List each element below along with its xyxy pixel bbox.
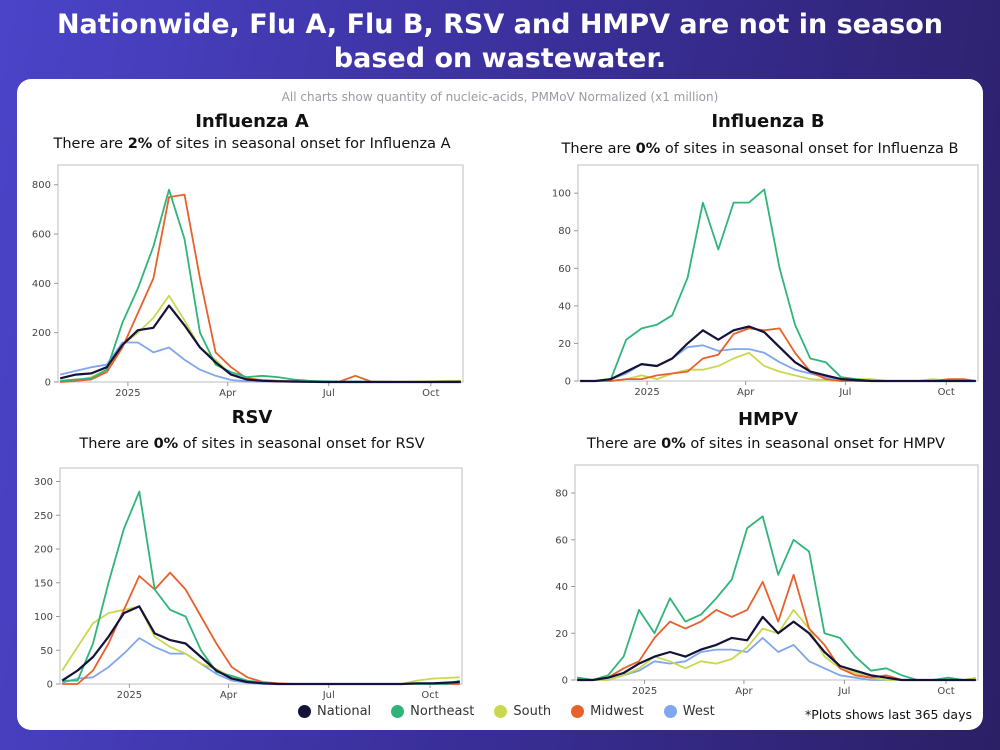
- x-tick-label: Jul: [837, 686, 850, 697]
- series-line-northeast: [60, 188, 461, 383]
- footnote: *Plots shows last 365 days: [805, 707, 972, 722]
- series-line-northeast: [580, 188, 976, 382]
- series-line-south: [580, 351, 976, 382]
- legend-dot: [571, 705, 585, 718]
- y-tick-label: 60: [555, 535, 568, 546]
- headline-line-1: Nationwide, Flu A, Flu B, RSV and HMPV a…: [56, 9, 944, 40]
- legend-label: Northeast: [410, 704, 475, 719]
- subtitle-pre: There are: [561, 141, 636, 157]
- x-tick-label: Oct: [421, 690, 438, 701]
- series-line-midwest: [62, 571, 460, 685]
- x-tick-label: 2025: [632, 686, 657, 697]
- onset-percent: 0%: [661, 436, 686, 452]
- x-tick-label: Oct: [938, 387, 955, 398]
- headline: Nationwide, Flu A, Flu B, RSV and HMPV a…: [0, 8, 1000, 76]
- onset-percent: 2%: [127, 136, 153, 152]
- chart-subtitle-flu-b: There are 0% of sites in seasonal onset …: [530, 141, 990, 157]
- x-tick-label: 2025: [634, 387, 659, 398]
- series-line-national: [59, 304, 461, 384]
- y-tick-label: 200: [34, 545, 53, 556]
- legend-label: West: [682, 704, 715, 719]
- series-line-national: [580, 325, 976, 383]
- headline-line-2: based on wastewater.: [333, 43, 667, 74]
- onset-percent: 0%: [153, 436, 179, 452]
- onset-percent: 0%: [635, 141, 661, 157]
- y-tick-label: 50: [40, 646, 53, 657]
- legend-dot: [298, 705, 311, 718]
- legend-dot: [494, 705, 508, 718]
- x-tick-label: Oct: [937, 686, 954, 697]
- series-line-midwest: [60, 193, 461, 383]
- legend-label: South: [513, 704, 552, 719]
- y-tick-label: 200: [32, 328, 51, 339]
- legend-label: Midwest: [590, 704, 644, 719]
- y-tick-label: 80: [558, 226, 571, 237]
- series-line-south: [577, 609, 976, 681]
- y-tick-label: 250: [34, 511, 53, 522]
- x-tick-label: Apr: [737, 387, 755, 398]
- subtitle-pre: There are: [79, 436, 154, 452]
- y-tick-label: 600: [32, 230, 51, 241]
- y-tick-label: 0: [562, 676, 568, 687]
- y-tick-label: 20: [555, 629, 568, 640]
- series-line-northeast: [577, 515, 976, 681]
- subtitle-post: of sites in seasonal onset for RSV: [178, 436, 425, 452]
- series-line-west: [61, 637, 460, 685]
- series-line-south: [60, 294, 461, 383]
- y-tick-label: 20: [558, 339, 571, 350]
- subtitle-post: of sites in seasonal onset for Influenza…: [660, 141, 959, 157]
- chart-title-rsv: RSV: [231, 407, 273, 428]
- y-tick-label: 0: [47, 680, 53, 691]
- y-tick-label: 0: [45, 378, 51, 389]
- chart-title-flu-a: Influenza A: [195, 111, 309, 132]
- series-line-national: [577, 615, 976, 682]
- x-tick-label: 2025: [115, 388, 140, 399]
- chart-subtitle-flu-a: There are 2% of sites in seasonal onset …: [22, 136, 482, 152]
- x-tick-label: Jul: [838, 387, 851, 398]
- x-tick-label: Apr: [220, 690, 238, 701]
- chart-subtitle-hmpv: There are 0% of sites in seasonal onset …: [536, 436, 996, 452]
- legend-item-national[interactable]: National: [298, 704, 371, 719]
- y-tick-label: 0: [565, 377, 571, 388]
- subtitle-pre: There are: [586, 436, 662, 452]
- y-tick-label: 800: [32, 180, 51, 191]
- plot-frame: [577, 164, 979, 382]
- y-tick-label: 400: [32, 279, 51, 290]
- y-tick-label: 40: [558, 301, 571, 312]
- y-tick-label: 100: [34, 612, 53, 623]
- plot-frame: [59, 467, 463, 685]
- x-tick-label: Apr: [219, 388, 237, 399]
- subtitle-post: of sites in seasonal onset for HMPV: [685, 436, 946, 452]
- x-tick-label: Jul: [322, 388, 335, 399]
- x-tick-label: Oct: [422, 388, 439, 399]
- x-tick-label: Jul: [322, 690, 335, 701]
- x-tick-label: Apr: [735, 686, 753, 697]
- legend-item-midwest[interactable]: Midwest: [571, 704, 644, 719]
- chart-title-flu-b: Influenza B: [711, 111, 825, 132]
- y-tick-label: 40: [555, 582, 568, 593]
- legend: National Northeast South Midwest West: [298, 704, 715, 719]
- series-line-west: [577, 637, 976, 681]
- subtitle-pre: There are: [53, 136, 128, 152]
- legend-dot: [391, 705, 405, 718]
- y-tick-label: 60: [558, 264, 571, 275]
- series-line-midwest: [580, 327, 976, 382]
- plot-frame: [574, 464, 979, 681]
- y-tick-label: 150: [34, 578, 53, 589]
- units-note: All charts show quantity of nucleic-acid…: [281, 90, 719, 104]
- series-line-national: [61, 605, 460, 686]
- y-tick-label: 300: [34, 477, 53, 488]
- chart-subtitle-rsv: There are 0% of sites in seasonal onset …: [22, 436, 482, 452]
- x-tick-label: 2025: [117, 690, 142, 701]
- legend-dot: [663, 705, 677, 718]
- legend-item-south[interactable]: South: [494, 704, 551, 719]
- chart-title-hmpv: HMPV: [737, 409, 799, 430]
- y-tick-label: 100: [552, 189, 571, 200]
- legend-label: National: [317, 704, 372, 719]
- legend-item-west[interactable]: West: [663, 704, 715, 719]
- legend-item-northeast[interactable]: Northeast: [391, 704, 474, 719]
- y-tick-label: 80: [555, 489, 568, 500]
- subtitle-post: of sites in seasonal onset for Influenza…: [152, 136, 451, 152]
